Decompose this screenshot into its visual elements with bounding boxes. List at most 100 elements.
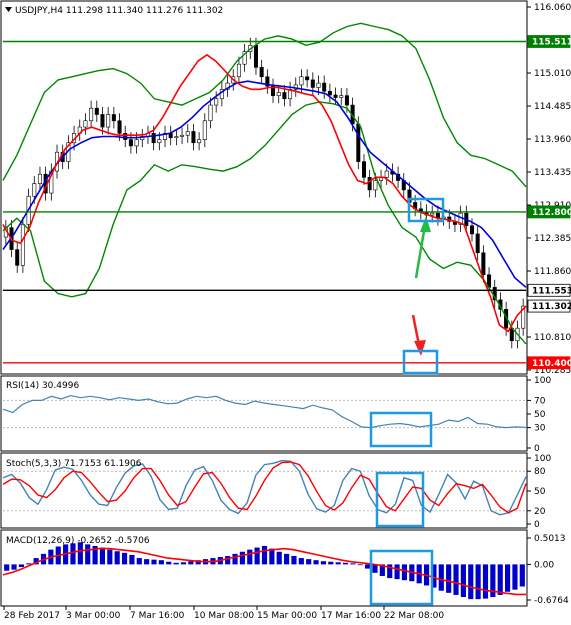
macd-histogram-bar: [269, 548, 275, 565]
x-axis-label: 10 Mar 08:00: [194, 611, 254, 621]
candle-body: [305, 76, 310, 81]
macd-histogram-bar: [482, 564, 489, 599]
candle-body: [242, 51, 247, 65]
macd-histogram-bar: [453, 564, 459, 595]
macd-tick-label: 0.5013: [534, 534, 566, 544]
macd-histogram-bar: [519, 564, 525, 587]
macd-histogram-bar: [158, 560, 164, 565]
stoch-tick-label: 50: [534, 487, 546, 497]
macd-histogram-bar: [247, 549, 253, 565]
macd-histogram-bar: [225, 555, 231, 565]
level-tag-label: 111.302: [532, 302, 571, 312]
down-arrow-shaft: [411, 314, 421, 346]
candle-body: [151, 133, 156, 144]
rsi-tick-label: 100: [534, 376, 551, 386]
macd-histogram-bar: [431, 564, 437, 588]
macd-histogram-bar: [438, 564, 444, 591]
macd-tick-label: 0.00: [534, 560, 554, 570]
target-box-upper: [407, 197, 445, 223]
level-tag-box: [527, 299, 571, 313]
candle-body: [265, 76, 270, 87]
macd-histogram-bar: [490, 564, 496, 598]
macd-histogram-bar: [173, 562, 179, 565]
macd-histogram-bar: [320, 561, 327, 565]
macd-histogram-bar: [239, 551, 245, 565]
candle-body: [339, 95, 344, 98]
macd-histogram-bar: [512, 564, 518, 590]
price-tick-label: 110.285: [534, 366, 571, 376]
macd-histogram-bar: [460, 564, 466, 598]
macd-histogram-bar: [144, 559, 150, 565]
candle-body: [327, 90, 332, 96]
macd-title: MACD(12,26,9) -0.2652 -0.5706: [6, 536, 150, 546]
up-arrow-shaft: [414, 224, 427, 279]
price-tick-label: 114.485: [534, 102, 571, 112]
rsi-plot: [2, 394, 527, 429]
macd-histogram-bar: [166, 561, 172, 565]
dropdown-triangle-icon[interactable]: [5, 7, 12, 12]
macd-histogram-bar: [26, 563, 32, 565]
candle-body: [202, 120, 207, 140]
macd-histogram-bar: [350, 563, 356, 565]
rsi-title: RSI(14) 30.4996: [6, 381, 79, 391]
axes: 116.060115.010114.485113.960113.435112.9…: [3, 3, 571, 621]
candle-body: [384, 170, 389, 178]
macd-histogram-bar: [291, 555, 297, 565]
macd-histogram-bar: [18, 564, 24, 568]
rsi-panel: [0, 375, 528, 452]
candle-body: [214, 98, 219, 106]
candle-body: [225, 82, 230, 90]
rsi-line: [2, 394, 527, 429]
candle-body: [310, 79, 315, 88]
x-axis-label: 7 Mar 16:00: [130, 611, 185, 621]
candle-body: [333, 94, 338, 98]
macd-histogram-bar: [261, 545, 268, 565]
macd-histogram-bar: [188, 561, 194, 565]
level-tag-box: [527, 35, 571, 48]
rsi-tick-label: 30: [534, 424, 546, 434]
macd-histogram-bar: [107, 549, 113, 565]
macd-signal-line: [2, 547, 526, 596]
macd-histogram-bar: [505, 564, 511, 592]
x-axis-label: 28 Feb 2017: [4, 611, 60, 621]
candle-body: [197, 139, 202, 144]
candle-body: [236, 63, 241, 78]
stoch-highlight-box: [375, 471, 425, 528]
x-axis-label: 22 Mar 08:00: [384, 611, 444, 621]
candle-body: [100, 114, 105, 128]
price-tick-label: 111.860: [534, 267, 571, 277]
candle-body: [344, 95, 349, 106]
candle-body: [180, 134, 185, 137]
macd-histogram-bar: [328, 561, 334, 565]
bollinger-lower-line: [2, 101, 527, 345]
candle-body: [208, 104, 213, 122]
candle-body: [299, 76, 304, 86]
up-arrow-icon: [420, 216, 431, 232]
candle-body: [106, 114, 111, 128]
price-tick-label: 112.385: [534, 234, 571, 244]
ma-fast-line: [2, 53, 527, 333]
stoch-tick-label: 80: [534, 467, 546, 477]
candle-body: [111, 114, 116, 122]
candle-body: [94, 107, 99, 115]
level-tag-label: 110.400: [532, 359, 571, 369]
stoch-signal-line: [2, 461, 527, 514]
stoch-main-line: [2, 459, 527, 516]
macd-plot: [2, 542, 526, 600]
macd-histogram-bar: [151, 559, 157, 565]
macd-histogram-bar: [365, 564, 371, 569]
stoch-title: Stoch(5,3,3) 71.7153 61.1906: [6, 459, 142, 469]
candle-body: [481, 252, 486, 276]
candle-body: [322, 82, 327, 92]
macd-histogram-bar: [99, 547, 106, 565]
rsi-tick-label: 50: [534, 410, 546, 420]
candle-body: [185, 131, 190, 136]
candle-body: [282, 92, 287, 100]
candle-body: [123, 133, 128, 140]
macd-histogram-bar: [92, 545, 98, 565]
stoch-tick-label: 20: [534, 507, 546, 517]
macd-histogram-bar: [313, 560, 319, 565]
candle-body: [117, 120, 122, 134]
macd-histogram-bar: [401, 564, 408, 581]
rsi-highlight-box: [369, 411, 433, 448]
